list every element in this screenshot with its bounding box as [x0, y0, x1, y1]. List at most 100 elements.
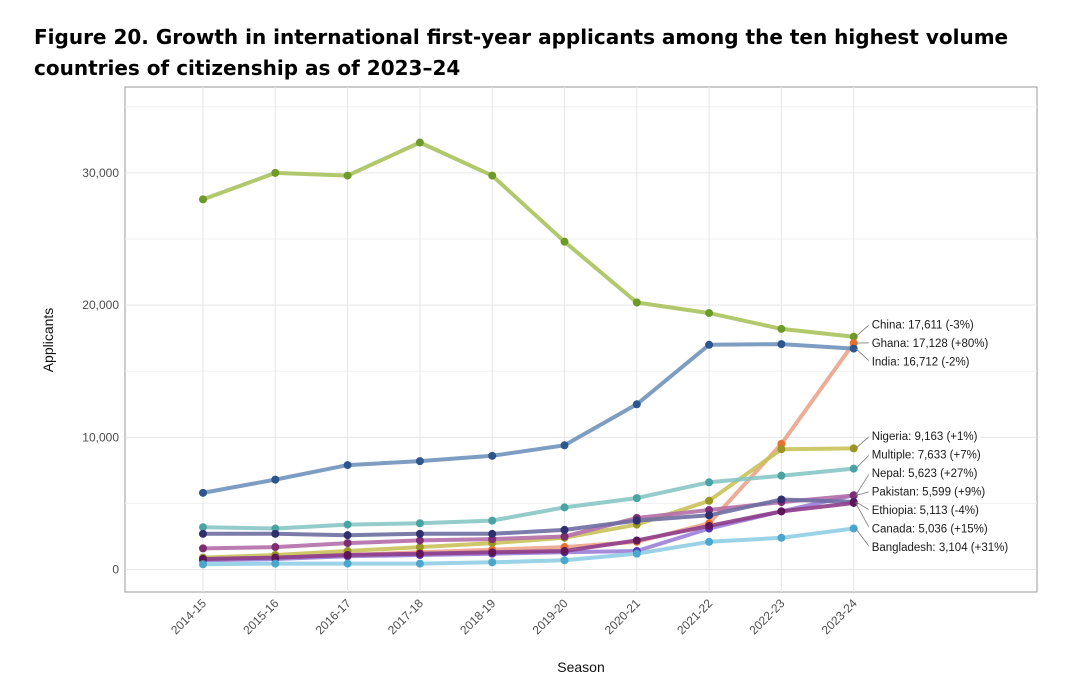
point-china — [849, 332, 858, 341]
end-label-bg-pakistan — [868, 485, 989, 501]
point-canada — [705, 521, 714, 530]
leader-line-nepal — [855, 472, 871, 496]
leader-line-ethiopia — [855, 501, 870, 511]
point-multiple — [705, 478, 714, 487]
point-india — [777, 340, 786, 349]
x-tick-label: 2014-15 — [168, 596, 209, 637]
point-pakistan — [199, 544, 207, 553]
point-india — [849, 344, 858, 353]
point-canada — [415, 549, 424, 558]
end-label-multiple: Multiple: 7,633 (+7%) — [872, 450, 981, 462]
y-tick-label: 30,000 — [82, 166, 119, 180]
point-bangladesh — [343, 559, 352, 568]
end-label-bg-bangladesh — [868, 540, 1012, 556]
x-tick-label: 2018-19 — [457, 596, 498, 637]
leader-line-nigeria — [855, 435, 870, 449]
point-ethiopia — [199, 529, 207, 538]
point-ethiopia — [488, 529, 497, 538]
point-canada — [632, 536, 641, 545]
series-line-ethiopia — [201, 497, 856, 538]
point-pakistan — [271, 543, 280, 552]
end-label-china: China: 17,611 (-3%) — [872, 319, 974, 331]
x-tick-label: 2021-22 — [674, 596, 715, 637]
point-india — [560, 441, 569, 450]
point-pakistan — [343, 539, 352, 548]
point-china — [488, 171, 497, 180]
end-label-bg-nepal — [868, 466, 981, 482]
point-bangladesh — [705, 537, 714, 546]
leader-line-india — [855, 348, 870, 362]
point-bangladesh — [849, 524, 858, 533]
x-axis-ticks: 2014-15 2015-16 2016-17 2017-18 2018-19 2019-… — [168, 596, 860, 637]
end-label-bg-canada — [868, 522, 991, 538]
x-tick-label: 2017-18 — [385, 596, 426, 637]
point-india — [415, 457, 424, 466]
point-india — [632, 400, 641, 409]
series-line-bangladesh — [201, 526, 856, 567]
point-india — [705, 340, 714, 349]
point-multiple — [849, 464, 858, 473]
y-tick-label: 20,000 — [82, 298, 119, 312]
point-india — [199, 488, 207, 497]
point-nigeria — [705, 496, 714, 505]
end-label-nigeria: Nigeria: 9,163 (+1%) — [872, 431, 978, 443]
point-multiple — [560, 503, 569, 512]
series-line-multiple — [201, 466, 856, 531]
series-line-canada — [201, 501, 856, 561]
point-multiple — [415, 519, 424, 528]
point-china — [705, 309, 714, 318]
point-india — [271, 475, 280, 484]
series-line-nigeria — [201, 446, 856, 560]
point-nigeria — [415, 543, 424, 552]
point-ghana — [849, 339, 858, 348]
point-bangladesh — [560, 556, 569, 565]
point-ethiopia — [271, 529, 280, 538]
point-china — [199, 195, 207, 204]
point-nigeria — [777, 445, 786, 454]
y-tick-label: 0 — [112, 563, 119, 577]
point-bangladesh — [777, 533, 786, 542]
point-india — [343, 461, 352, 470]
leader-line-multiple — [855, 454, 870, 469]
leader-line-canada — [855, 502, 871, 529]
end-labels: China: 17,611 (-3%) Ghana: 17,128 (+80%) I… — [855, 317, 1012, 556]
point-pakistan — [415, 536, 424, 545]
point-china — [560, 237, 569, 246]
leader-line-china — [855, 324, 870, 338]
end-label-bg-ghana — [868, 336, 992, 352]
x-tick-label: 2016-17 — [313, 596, 354, 637]
y-axis-title: Applicants — [40, 308, 56, 373]
point-multiple — [343, 520, 352, 529]
point-nigeria — [849, 444, 858, 453]
point-multiple — [488, 516, 497, 525]
point-bangladesh — [488, 558, 497, 567]
point-ethiopia — [343, 531, 352, 540]
point-canada — [488, 548, 497, 557]
point-canada — [560, 547, 569, 556]
series-lines — [201, 140, 856, 567]
point-india — [488, 451, 497, 460]
end-label-nepal: Nepal: 5,623 (+27%) — [872, 468, 978, 480]
point-bangladesh — [271, 559, 280, 568]
point-multiple — [777, 471, 786, 480]
end-label-bg-nigeria — [868, 429, 981, 445]
end-label-bg-china — [868, 317, 977, 333]
point-ethiopia — [777, 495, 786, 504]
y-axis-ticks: 0 10,000 20,000 30,000 — [82, 166, 119, 577]
point-ethiopia — [560, 525, 569, 534]
point-pakistan — [849, 491, 858, 500]
end-label-india: India: 16,712 (-2%) — [872, 356, 970, 368]
x-tick-label: 2022-23 — [746, 596, 787, 637]
point-china — [343, 171, 352, 180]
y-tick-label: 10,000 — [82, 430, 119, 444]
end-label-ghana: Ghana: 17,128 (+80%) — [872, 338, 989, 350]
x-axis-title: Season — [557, 659, 604, 675]
point-canada — [849, 498, 858, 507]
x-tick-label: 2020-21 — [602, 596, 643, 637]
end-label-bg-multiple — [868, 448, 984, 464]
x-tick-label: 2023-24 — [819, 596, 860, 637]
x-tick-label: 2015-16 — [240, 596, 281, 637]
series-line-india — [201, 342, 856, 495]
point-china — [632, 298, 641, 307]
